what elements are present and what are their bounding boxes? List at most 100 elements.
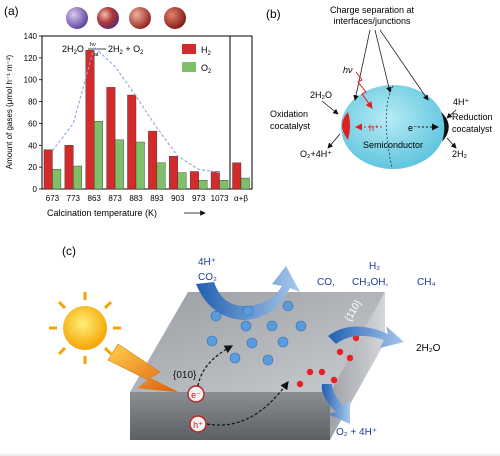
panel-a-label: (a) [4, 4, 19, 18]
photon-squiggle [355, 71, 373, 109]
bar-o2-1 [73, 165, 83, 190]
x-tick-label: 903 [171, 194, 185, 203]
facet-010-label: {010} [173, 370, 197, 381]
bar-o2-9 [240, 177, 250, 190]
reduction-label-line2: cocatalyst [452, 124, 493, 134]
oxygen-product: O₂+4H⁺ [300, 149, 332, 159]
hydrogen-product: 2H₂ [452, 149, 468, 159]
svg-text:2H2 + O2: 2H2 + O2 [108, 44, 144, 56]
bar-o2-6 [177, 172, 187, 190]
charge-separation-title-line2: interfaces/junctions [333, 16, 411, 26]
y-tick-label: 140 [24, 32, 38, 41]
bar-o2-4 [135, 141, 145, 190]
sample-sphere-1 [66, 7, 88, 29]
ch3oh-label: CH₃OH, [352, 277, 388, 288]
co2-reduction-arrow [196, 266, 300, 320]
svg-text:Cat: Cat [90, 52, 99, 58]
y-tick-label: 120 [24, 54, 38, 63]
x-tick-label: 873 [108, 194, 122, 203]
x-tick-label: α+β [234, 194, 248, 203]
semiconductor-label: Semiconductor [363, 140, 423, 150]
bar-h2-0 [43, 149, 53, 190]
h2-label: H₂ [369, 261, 380, 272]
hole-label: h⁺ [193, 420, 203, 430]
reduction-label-line1: Reduction [452, 112, 493, 122]
y-tick-label: 100 [24, 76, 38, 85]
legend-label-h2: H2 [201, 45, 212, 57]
hole-label: h⁺ [369, 123, 379, 133]
bar-h2-3 [106, 87, 116, 190]
crystal-front-face-010 [130, 392, 330, 440]
water-reactant: 2H₂O [310, 90, 332, 100]
oxygen-label: O₂ + 4H⁺ [336, 427, 377, 438]
oxidation-label-line2: cocatalyst [270, 121, 311, 131]
oxidation-cocatalyst [342, 112, 350, 140]
y-tick-label: 40 [28, 141, 37, 150]
electron-particle [187, 385, 205, 403]
bar-o2-7 [198, 180, 208, 190]
hole-particle [189, 415, 207, 433]
water-splitting-equation: 2H2O hν Cat 2H2 + O2 [62, 42, 144, 58]
x-tick-label: 893 [150, 194, 164, 203]
ch4-label: CH₄ [417, 277, 436, 288]
panel-c: (c) 4H⁺ CO₂ CO, H₂ CH₃OH, CH₄ [49, 244, 441, 440]
x-tick-label: 773 [67, 194, 81, 203]
legend: H2 O2 [182, 44, 212, 75]
x-axis-label: Calcination temperature (K) [47, 208, 157, 218]
reduction-cocatalyst [441, 112, 449, 142]
y-tick-label: 20 [28, 163, 37, 172]
y-axis-label: Amount of gases (μmol h⁻¹ m⁻²) [5, 54, 14, 169]
bar-h2-1 [64, 145, 74, 190]
lightning-bolt-icon [107, 343, 179, 393]
electron-label: e⁻ [408, 123, 418, 133]
y-tick-label: 0 [33, 185, 38, 194]
x-tick-label: 883 [129, 194, 143, 203]
legend-swatch-h2 [182, 44, 196, 54]
x-tick-label: 673 [46, 194, 60, 203]
bar-h2-7 [189, 171, 199, 190]
oxygen-out-arrow [321, 384, 350, 424]
x-tick-label: 973 [192, 194, 206, 203]
bar-h2-9 [232, 162, 242, 190]
sample-sphere-3 [129, 7, 151, 29]
pointer-arrow-middle [374, 29, 392, 93]
panel-c-label: (c) [62, 244, 76, 258]
x-tick-label: 863 [88, 194, 102, 203]
legend-swatch-o2 [182, 62, 196, 72]
electron-label: e⁻ [191, 390, 201, 400]
bar-h2-8 [210, 171, 220, 190]
proton-in-arrow [446, 109, 457, 119]
plot-frame [41, 35, 253, 190]
svg-text:2H2O: 2H2O [62, 44, 84, 56]
x-tick-label: 1073 [211, 194, 229, 203]
sample-sphere-2 [97, 7, 119, 29]
photon-label: hν [343, 65, 353, 75]
water-in-arrow [321, 100, 339, 115]
trend-curve [51, 45, 220, 174]
water-label: 2H₂O [416, 343, 441, 354]
sample-sphere-4 [164, 7, 186, 29]
bar-h2-4 [127, 94, 137, 190]
gas-evolution-bar-chart: 0 20 40 60 80 100 120 140 673 773 863 873 883 893 903… [5, 32, 253, 218]
y-tick-label: 80 [28, 98, 37, 107]
bar-o2-5 [156, 162, 166, 190]
sun-icon [49, 292, 121, 364]
bar-o2-3 [114, 139, 124, 190]
water-in-arrow [328, 326, 404, 348]
bar-o2-0 [52, 169, 62, 190]
bar-o2-8 [219, 180, 229, 190]
panel-b-label: (b) [266, 7, 281, 21]
oxidation-label-line1: Oxidation [270, 109, 308, 119]
co2-label: CO₂ [198, 272, 217, 283]
proton-reactant: 4H⁺ [453, 97, 470, 107]
bar-h2-5 [148, 130, 158, 190]
legend-label-o2: O2 [201, 63, 212, 75]
proton-label: 4H⁺ [198, 257, 216, 268]
pointer-arrow-right [379, 29, 429, 101]
hydrogen-out-arrow [446, 137, 457, 149]
y-tick-label: 60 [28, 119, 37, 128]
bar-h2-6 [169, 156, 178, 190]
oxygen-out-arrow [327, 133, 341, 149]
reduction-sites [206, 300, 307, 366]
